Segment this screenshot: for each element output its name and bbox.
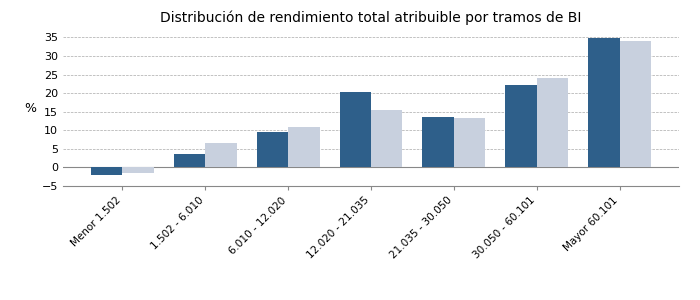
Bar <box>537 78 568 167</box>
Bar <box>505 85 537 167</box>
Bar <box>257 132 288 167</box>
Bar <box>454 118 485 167</box>
Bar <box>288 127 320 167</box>
Title: Distribución de rendimiento total atribuible por tramos de BI: Distribución de rendimiento total atribu… <box>160 10 582 25</box>
Bar <box>91 167 122 175</box>
Bar <box>588 38 620 167</box>
Bar <box>371 110 402 167</box>
Bar <box>174 154 205 167</box>
Y-axis label: %: % <box>25 101 36 115</box>
Bar <box>620 41 651 167</box>
Bar <box>205 143 237 167</box>
Bar <box>422 117 454 167</box>
Bar <box>340 92 371 167</box>
Bar <box>122 167 154 173</box>
